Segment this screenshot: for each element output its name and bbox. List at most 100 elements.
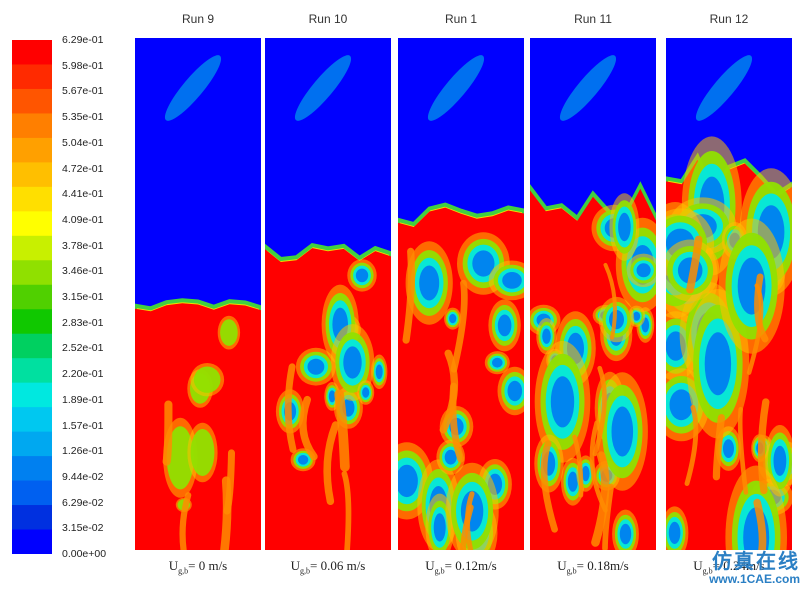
mixing-streak <box>402 247 415 344</box>
mixing-streak <box>572 434 584 498</box>
colorbar-swatch <box>12 456 52 482</box>
bubble <box>347 259 377 292</box>
panel-caption: Ug,b= 0.12m/s <box>396 558 526 576</box>
panel-title: Run 11 <box>574 12 612 26</box>
colorbar-tick-label: 9.44e-02 <box>62 470 104 483</box>
colorbar-swatch <box>12 529 52 554</box>
caption-value: = 0.12m/s <box>444 558 497 573</box>
watermark: 仿真在线 www.1CAE.com <box>709 551 800 586</box>
caption-subscript: g,b <box>702 566 713 576</box>
colorbar-tick-label: 4.09e-01 <box>62 213 104 226</box>
bubble <box>488 260 524 301</box>
mixing-streak <box>223 449 235 515</box>
bubble <box>357 380 375 405</box>
colorbar-swatch <box>12 309 52 335</box>
mixing-streak <box>753 498 767 550</box>
caption-value: = 0.18m/s <box>576 558 629 573</box>
colorbar-tick-label: 4.41e-01 <box>62 187 104 200</box>
bubble <box>190 363 225 397</box>
colorbar-swatch <box>12 480 52 506</box>
colorbar-tick-label: 6.29e-01 <box>62 33 104 46</box>
colorbar-swatch <box>12 162 52 188</box>
bubble <box>718 218 785 354</box>
colorbar-swatch <box>12 64 52 90</box>
contour-panel <box>398 38 524 550</box>
colorbar-tick-label: 1.89e-01 <box>62 393 104 406</box>
caption-symbol: U <box>693 558 703 573</box>
watermark-chinese: 仿真在线 <box>712 550 800 573</box>
mixing-streak <box>737 407 749 495</box>
bubble <box>497 366 524 416</box>
mixing-streak <box>592 365 607 457</box>
caption-subscript: g,b <box>300 566 310 576</box>
colorbar-swatch <box>12 88 52 115</box>
bubble <box>405 241 453 325</box>
bubble <box>330 324 375 401</box>
contour-panel <box>666 38 792 550</box>
bubble <box>536 318 557 355</box>
colorbar-tick-label: 1.26e-01 <box>62 444 104 457</box>
caption-subscript: g,b <box>178 566 189 576</box>
colorbar-swatch <box>12 211 52 237</box>
mixing-streak <box>341 470 352 550</box>
bubble <box>425 493 454 550</box>
colorbar-swatch <box>12 40 52 66</box>
colorbar-tick-label: 2.20e-01 <box>62 367 104 380</box>
colorbar-swatch <box>12 358 52 384</box>
colorbar-tick-label: 5.67e-01 <box>62 85 104 98</box>
colorbar-swatch <box>12 407 52 433</box>
caption-symbol: U <box>290 558 300 573</box>
colorbar-swatch <box>12 333 52 359</box>
bubble <box>488 299 521 352</box>
mixing-streak <box>712 414 725 481</box>
colorbar-swatch <box>12 113 52 139</box>
colorbar-tick-label: 4.72e-01 <box>62 162 104 175</box>
mixing-streak <box>323 421 340 506</box>
contour-panel <box>135 38 261 550</box>
colorbar-swatch <box>12 137 52 163</box>
inlet-jet <box>559 55 617 121</box>
colorbar-tick-label: 2.83e-01 <box>62 316 104 329</box>
colorbar-swatch <box>12 505 52 531</box>
mixing-streak <box>162 400 173 466</box>
panel-title: Run 10 <box>308 12 348 26</box>
mixing-streak <box>540 440 558 533</box>
panel-caption: Ug,b= 0.18m/s <box>528 558 658 576</box>
mixing-streak <box>684 404 699 486</box>
mixing-streak <box>284 363 297 453</box>
mixing-streak <box>464 491 475 550</box>
caption-value: = 0.06 m/s <box>310 558 366 573</box>
bubble <box>398 442 434 520</box>
inlet-jet <box>294 55 352 121</box>
mixing-streak <box>179 492 192 550</box>
colorbar-swatch <box>12 186 52 212</box>
colorbar-tick-label: 2.52e-01 <box>62 342 104 355</box>
contour-panel <box>265 38 391 550</box>
mixing-streak <box>439 349 459 434</box>
panel-caption: Ug,b= 0 m/s <box>133 558 263 576</box>
colorbar-tick-label: 1.57e-01 <box>62 419 104 432</box>
bubble <box>715 426 742 471</box>
mixing-streak <box>686 235 703 294</box>
panel-title: Run 12 <box>709 12 749 26</box>
caption-symbol: U <box>168 558 179 573</box>
inlet-jet <box>164 55 222 121</box>
caption-symbol: U <box>425 558 435 573</box>
mixing-streak <box>746 283 764 375</box>
caption-value: = 0.24m/s <box>712 558 765 573</box>
colorbar-swatch <box>12 382 52 408</box>
colorbar <box>12 40 52 554</box>
contour-panel <box>530 38 656 550</box>
panel-title: Run 1 <box>444 12 478 26</box>
colorbar-swatch <box>12 284 52 310</box>
mixing-streak <box>757 398 770 495</box>
bubble <box>295 347 336 386</box>
caption-subscript: g,b <box>566 566 577 576</box>
colorbar-tick-label: 3.46e-01 <box>62 265 104 278</box>
mixing-streak <box>299 395 318 461</box>
colorbar-tick-label: 3.15e-01 <box>62 290 104 303</box>
bubble <box>484 351 510 375</box>
caption-symbol: U <box>557 558 567 573</box>
colorbar-tick-label: 5.35e-01 <box>62 110 104 123</box>
bubble <box>596 372 648 491</box>
